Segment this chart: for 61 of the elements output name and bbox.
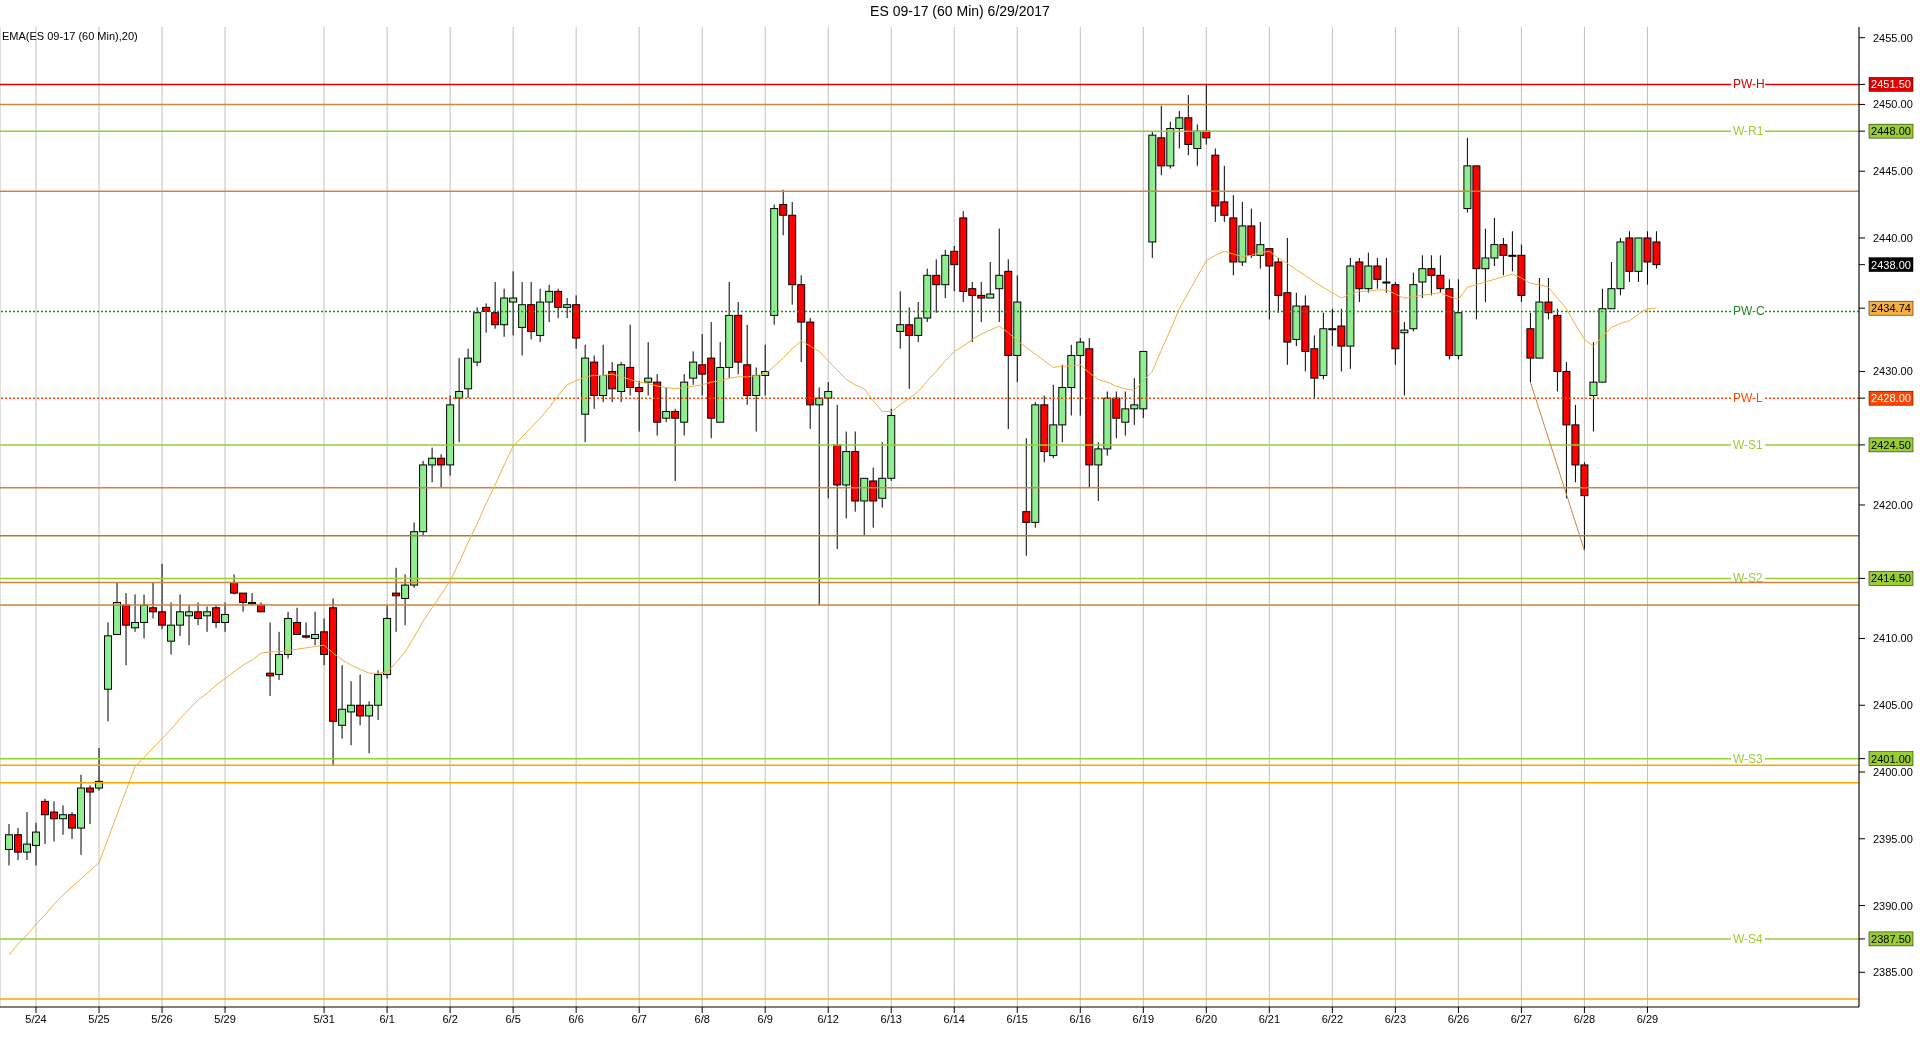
y-tick-label: 2451.50	[1871, 78, 1911, 91]
x-tick-label: 5/31	[313, 1012, 335, 1025]
y-tick-label: 2428.00	[1871, 392, 1911, 405]
y-tick-label: 2448.00	[1871, 125, 1911, 138]
x-tick-label: 5/29	[214, 1012, 236, 1025]
chart-title: ES 09-17 (60 Min) 6/29/2017	[869, 3, 1051, 19]
y-tick-label: 2440.00	[1873, 231, 1913, 244]
candlestick	[824, 381, 833, 499]
y-tick-label: 2420.00	[1873, 498, 1913, 511]
y-tick-label: 2430.00	[1873, 365, 1913, 378]
x-tick-label: 6/6	[568, 1012, 584, 1025]
candlestick	[455, 357, 464, 443]
x-tick-label: 6/15	[1006, 1012, 1028, 1025]
x-tick-label: 6/28	[1573, 1012, 1596, 1025]
x-tick-label: 6/20	[1195, 1012, 1218, 1025]
y-tick-label: 2434.74	[1871, 302, 1911, 315]
candlestick	[1382, 257, 1391, 294]
y-tick-label: 2445.00	[1873, 165, 1913, 178]
ref-line-label: W-S1	[1733, 437, 1764, 452]
x-tick-label: 5/24	[25, 1012, 47, 1025]
x-tick-label: 6/16	[1069, 1012, 1091, 1025]
candlestick	[482, 302, 491, 334]
annotation: EMA(ES 09-17 (60 Min),20)	[2, 30, 138, 42]
y-tick-label: 2401.00	[1871, 752, 1911, 765]
x-tick-label: 6/19	[1132, 1012, 1155, 1025]
x-tick-label: 6/21	[1258, 1012, 1281, 1025]
y-tick-label: 2455.00	[1873, 31, 1913, 44]
ref-line-label: W-S3	[1733, 751, 1764, 766]
y-tick-label: 2387.50	[1871, 932, 1911, 945]
x-tick-label: 6/9	[757, 1012, 773, 1025]
y-tick-label: 2400.00	[1873, 766, 1913, 779]
y-tick-label: 2410.00	[1873, 632, 1913, 645]
x-tick-label: 6/8	[694, 1012, 710, 1025]
x-tick-label: 6/2	[442, 1012, 458, 1025]
y-tick-label: 2390.00	[1873, 899, 1913, 912]
y-tick-label: 2405.00	[1873, 699, 1913, 712]
y-tick-label: 2450.00	[1873, 98, 1913, 111]
ref-line-label: W-S2	[1733, 571, 1764, 586]
x-tick-label: 6/26	[1447, 1012, 1470, 1025]
x-tick-label: 6/13	[880, 1012, 902, 1025]
x-tick-label: 6/1	[379, 1012, 395, 1025]
y-tick-label: 2414.50	[1871, 572, 1911, 585]
ref-line-label: W-R1	[1733, 124, 1764, 139]
ref-line-label: W-S4	[1733, 931, 1764, 946]
x-tick-label: 5/26	[151, 1012, 173, 1025]
x-tick-label: 6/22	[1321, 1012, 1344, 1025]
ref-line-label: PW-H	[1733, 77, 1765, 92]
x-tick-label: 6/23	[1384, 1012, 1407, 1025]
x-tick-label: 5/25	[88, 1012, 110, 1025]
x-tick-label: 6/5	[505, 1012, 521, 1025]
y-tick-label: 2385.00	[1873, 966, 1913, 979]
x-tick-label: 6/7	[631, 1012, 647, 1025]
y-tick-label: 2424.50	[1871, 438, 1911, 451]
y-tick-label: 2438.00	[1871, 258, 1911, 271]
x-tick-label: 6/12	[817, 1012, 839, 1025]
ref-line-label: PW-C	[1733, 304, 1766, 319]
x-tick-label: 6/27	[1510, 1012, 1533, 1025]
x-tick-label: 6/14	[943, 1012, 965, 1025]
x-tick-label: 6/29	[1636, 1012, 1659, 1025]
ref-line-label: PW-L	[1733, 391, 1764, 406]
y-tick-label: 2395.00	[1873, 832, 1913, 845]
